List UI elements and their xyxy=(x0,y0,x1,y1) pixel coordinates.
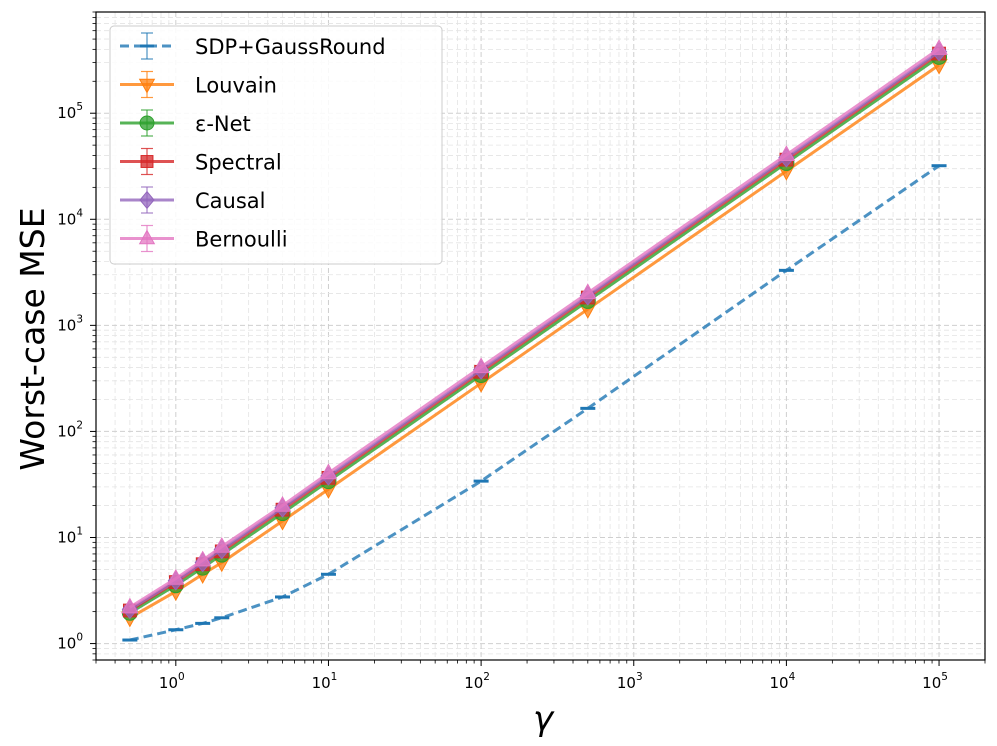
data-point xyxy=(121,597,139,614)
data-point xyxy=(167,568,185,585)
series-sdp-gaussround xyxy=(122,164,947,642)
series-layer xyxy=(121,39,948,642)
data-point xyxy=(930,39,948,55)
data-point xyxy=(273,495,292,512)
legend-item: SDP+GaussRound xyxy=(120,32,386,60)
y-axis-label: Worst-case MSE xyxy=(13,207,52,470)
legend-label: Causal xyxy=(195,189,266,213)
series-line xyxy=(129,164,940,642)
x-tick-base: 10 xyxy=(159,674,178,692)
legend-item: Bernoulli xyxy=(120,224,288,253)
y-tick-label: 100 xyxy=(57,632,83,653)
legend-item: ε-Net xyxy=(120,109,251,137)
y-tick-base: 10 xyxy=(57,635,76,653)
y-tick-base: 10 xyxy=(57,528,76,546)
legend-marker xyxy=(140,155,154,168)
x-tick-label: 102 xyxy=(464,671,490,692)
x-tick-label: 103 xyxy=(617,671,643,692)
legend: SDP+GaussRound Louvain ε-Net Spectral Causal… xyxy=(109,25,443,265)
x-tick-label: 105 xyxy=(922,671,948,692)
y-tick-exponent: 0 xyxy=(76,632,83,644)
y-tick-exponent: 2 xyxy=(76,419,83,431)
series-bernoulli xyxy=(121,39,948,614)
x-tick-exponent: 1 xyxy=(331,671,338,683)
x-tick-exponent: 5 xyxy=(941,671,948,683)
x-tick-label: 101 xyxy=(312,671,338,692)
x-tick-base: 10 xyxy=(617,674,636,692)
legend-label: Bernoulli xyxy=(195,228,288,252)
y-tick-label: 105 xyxy=(57,101,83,122)
legend-marker xyxy=(139,115,155,131)
y-tick-exponent: 1 xyxy=(76,525,83,537)
legend-label: SDP+GaussRound xyxy=(195,35,386,59)
y-tick-base: 10 xyxy=(57,316,76,334)
x-tick-base: 10 xyxy=(922,674,941,692)
series-line xyxy=(129,55,940,615)
y-tick-base: 10 xyxy=(57,422,76,440)
data-point xyxy=(579,283,597,300)
x-axis-label: γ xyxy=(533,699,555,739)
x-tick-base: 10 xyxy=(312,674,331,692)
x-tick-exponent: 0 xyxy=(178,671,185,683)
series-line xyxy=(129,50,940,611)
data-point xyxy=(193,550,212,567)
y-tick-base: 10 xyxy=(57,104,76,122)
y-tick-base: 10 xyxy=(57,210,76,228)
series-line xyxy=(129,47,940,609)
x-tick-base: 10 xyxy=(464,674,483,692)
legend-marker xyxy=(139,190,155,210)
y-tick-label: 104 xyxy=(57,207,83,228)
legend-box xyxy=(109,25,443,265)
legend-item: Spectral xyxy=(120,147,282,176)
series-line xyxy=(129,63,940,620)
x-tick-exponent: 4 xyxy=(789,671,796,683)
y-tick-label: 101 xyxy=(57,525,83,546)
legend-marker xyxy=(138,78,156,94)
legend-item: Causal xyxy=(120,186,266,214)
y-tick-label: 102 xyxy=(57,419,83,440)
x-tick-label: 100 xyxy=(159,671,185,692)
x-tick-exponent: 2 xyxy=(483,671,490,683)
legend-label: ε-Net xyxy=(195,112,251,136)
x-tick-base: 10 xyxy=(770,674,789,692)
y-tick-exponent: 5 xyxy=(76,101,83,113)
y-tick-exponent: 3 xyxy=(76,313,83,325)
y-tick-exponent: 4 xyxy=(76,207,83,219)
data-point xyxy=(472,357,490,374)
x-tick-label: 104 xyxy=(770,671,796,692)
data-point xyxy=(213,536,231,553)
legend-label: Louvain xyxy=(195,74,277,98)
data-point xyxy=(777,145,796,161)
legend-marker xyxy=(138,229,156,245)
x-tick-exponent: 3 xyxy=(636,671,643,683)
data-point xyxy=(319,463,338,480)
legend-item: Louvain xyxy=(120,70,277,99)
legend-label: Spectral xyxy=(195,151,282,175)
y-tick-label: 103 xyxy=(57,313,83,334)
